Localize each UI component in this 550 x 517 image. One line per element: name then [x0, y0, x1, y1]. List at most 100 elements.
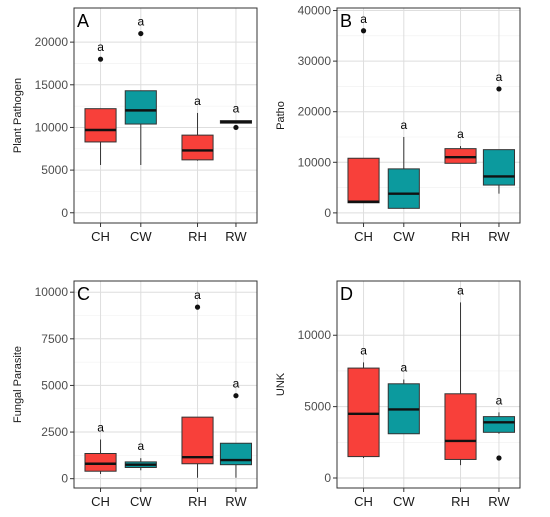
y-tick-label: 30000 [298, 54, 332, 68]
panel-letter: B [340, 11, 352, 31]
box-body [181, 416, 214, 465]
significance-label: a [97, 40, 104, 54]
panel-border [73, 280, 258, 489]
y-tick-label: 10000 [35, 285, 69, 299]
x-tick-label: RW [225, 229, 247, 244]
significance-label: a [360, 343, 367, 357]
significance-label: a [194, 288, 201, 302]
significance-label: a [457, 127, 464, 141]
box-rw: a [482, 393, 516, 461]
outlier-point [233, 124, 239, 131]
box-body [444, 393, 477, 460]
panel-border [73, 7, 258, 224]
panel-c: 0 2500 5000 7500 10000 CH CW RH RW a a a a C Fungal Pa… [12, 280, 258, 509]
y-tick-label: 2500 [41, 425, 68, 439]
x-tick-label: CH [91, 494, 110, 509]
significance-label: a [496, 70, 503, 84]
x-tick-label: CW [130, 229, 152, 244]
box-body [482, 416, 516, 433]
significance-label: a [400, 118, 407, 132]
y-tick-label: 5000 [41, 163, 68, 177]
significance-label: a [194, 94, 201, 108]
box-rh: a [181, 288, 214, 478]
x-tick-label: RW [488, 494, 510, 509]
outlier-point [138, 30, 144, 37]
box-rh: a [444, 283, 477, 466]
box-rh: a [181, 94, 214, 161]
x-tick-label: RW [488, 229, 510, 244]
box-body [219, 442, 253, 466]
box-cw: a [387, 118, 420, 209]
x-tick-label: CW [130, 494, 152, 509]
box-body [347, 157, 380, 204]
y-tick-label: 40000 [298, 4, 332, 18]
outlier-point [360, 28, 367, 34]
significance-label: a [137, 15, 144, 29]
y-tick-label: 0 [61, 472, 68, 486]
x-tick-label: RH [451, 494, 470, 509]
panel-letter: D [340, 284, 353, 304]
box-rw: a [219, 102, 253, 131]
x-tick-label: RH [188, 494, 207, 509]
significance-label: a [400, 361, 407, 375]
box-body [387, 168, 420, 209]
box-cw: a [124, 15, 157, 165]
box-body [347, 367, 380, 458]
significance-label: a [233, 102, 240, 116]
significance-label: a [137, 439, 144, 453]
y-axis-label: Plant Pathogen [12, 78, 24, 153]
x-tick-label: RH [188, 229, 207, 244]
box-body [444, 148, 477, 164]
x-tick-label: CW [393, 229, 415, 244]
box-ch: a [84, 40, 117, 165]
box-cw: a [387, 361, 420, 435]
x-tick-label: RW [225, 494, 247, 509]
outlier-point [233, 393, 239, 399]
panel-border [336, 7, 521, 224]
y-tick-label: 0 [61, 206, 68, 220]
box-cw: a [124, 439, 157, 471]
y-tick-label: 5000 [41, 378, 68, 392]
panel-letter: A [77, 11, 89, 31]
box-rw: a [482, 70, 516, 194]
x-tick-label: CH [91, 229, 110, 244]
y-tick-label: 20000 [35, 35, 69, 49]
y-tick-label: 5000 [304, 400, 331, 414]
box-ch: a [84, 421, 117, 475]
significance-label: a [457, 283, 464, 297]
outlier-point [496, 86, 502, 92]
box-body [482, 149, 516, 186]
x-tick-label: CH [354, 229, 373, 244]
significance-label: a [233, 377, 240, 391]
y-tick-label: 0 [324, 471, 331, 485]
box-rw: a [219, 377, 253, 478]
y-axis-label: Patho [275, 101, 287, 130]
box-body [181, 134, 214, 161]
box-body [84, 453, 117, 472]
y-tick-label: 0 [324, 206, 331, 220]
box-rh: a [444, 127, 477, 164]
y-tick-label: 20000 [298, 105, 332, 119]
x-tick-label: CH [354, 494, 373, 509]
box-body [124, 90, 157, 125]
x-tick-label: CW [393, 494, 415, 509]
y-tick-label: 10000 [298, 155, 332, 169]
outlier-point [194, 304, 201, 310]
box-ch: a [347, 343, 380, 459]
y-tick-label: 7500 [41, 332, 68, 346]
significance-label: a [97, 421, 104, 435]
panel-d: 0 5000 10000 CH CW RH RW a a a a D UNK [275, 280, 521, 509]
y-axis-label: Fungal Parasite [12, 346, 24, 423]
y-tick-label: 15000 [35, 78, 69, 92]
box-ch: a [347, 12, 380, 204]
panel-letter: C [77, 284, 90, 304]
outlier-point [97, 56, 104, 62]
x-tick-label: RH [451, 229, 470, 244]
significance-label: a [496, 393, 503, 407]
y-axis-label: UNK [275, 372, 287, 396]
outlier-point [496, 455, 502, 461]
significance-label: a [360, 12, 367, 26]
